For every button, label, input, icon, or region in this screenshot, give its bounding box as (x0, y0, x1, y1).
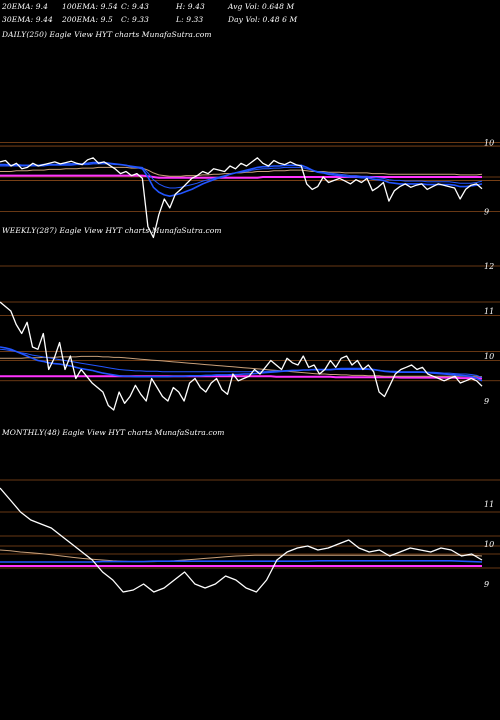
series-line-price (0, 157, 483, 239)
y-tick-label: 9 (484, 580, 489, 589)
y-tick-label: 10 (484, 139, 494, 148)
series-line-200ema (0, 174, 482, 179)
series-line-price (0, 301, 483, 411)
series-line-ema_short (0, 559, 483, 563)
series-line-200ema (0, 375, 483, 380)
series-line-price (0, 487, 483, 593)
daily-chart-title: DAILY(250) Eagle View HYT charts MunafaS… (2, 30, 212, 39)
y-tick-label: 10 (484, 352, 494, 361)
open-label: C: 9.43 (121, 2, 150, 11)
close-label: C: 9.33 (121, 15, 150, 24)
y-tick-label: 11 (484, 307, 494, 316)
ema200-label: 200EMA: 9.5 (62, 15, 113, 24)
series-line-20ema (0, 161, 483, 197)
series-line-20ema (0, 346, 483, 382)
y-tick-label: 9 (484, 207, 489, 216)
ema20-label: 20EMA: 9.4 (2, 2, 48, 11)
series-line-100ema (0, 355, 483, 378)
y-tick-label: 9 (484, 397, 489, 406)
monthly-chart-title: MONTHLY(48) Eagle View HYT charts Munafa… (2, 428, 225, 437)
series-line-100ema (0, 166, 483, 177)
low-label: L: 9.33 (176, 15, 204, 24)
ema30-label: 30EMA: 9.44 (2, 15, 53, 24)
y-tick-label: 11 (484, 500, 494, 509)
ema100-label: 100EMA: 9.54 (62, 2, 118, 11)
avg-vol-label: Avg Vol: 0.648 M (228, 2, 295, 11)
series-line-ema_mid (0, 549, 483, 563)
y-tick-label: 10 (484, 540, 494, 549)
high-label: H: 9.43 (176, 2, 205, 11)
day-vol-label: Day Vol: 0.48 6 M (228, 15, 298, 24)
weekly-chart-title: WEEKLY(287) Eagle View HYT charts Munafa… (2, 226, 222, 235)
y-tick-label: 12 (484, 262, 494, 271)
